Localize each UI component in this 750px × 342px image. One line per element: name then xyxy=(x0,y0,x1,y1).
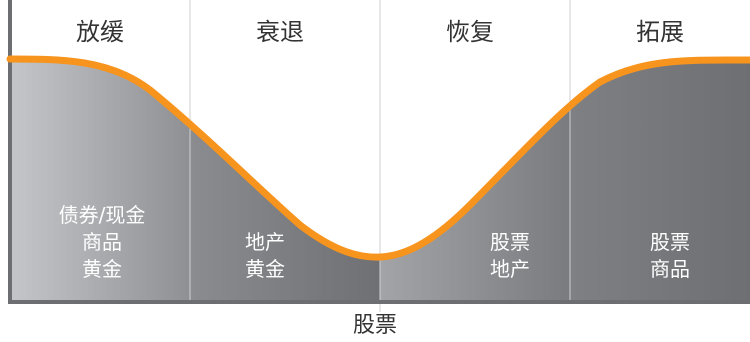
asset-item: 商品 xyxy=(82,230,122,254)
assets-recovery: 股票 地产 xyxy=(420,229,600,283)
asset-item: 股票 xyxy=(650,230,690,254)
phase-title-recovery: 恢复 xyxy=(446,18,494,46)
asset-item: 地产 xyxy=(245,230,285,254)
asset-item: 商品 xyxy=(650,257,690,281)
assets-expansion: 股票 商品 xyxy=(580,229,750,283)
phase-title-expansion: 拓展 xyxy=(636,18,684,46)
asset-item: 地产 xyxy=(490,257,530,281)
phase-title-recession: 衰退 xyxy=(256,18,304,46)
assets-slowdown: 债券/现金 商品 黄金 xyxy=(12,202,192,283)
economic-cycle-curve xyxy=(6,55,750,261)
footer-label: 股票 xyxy=(352,313,397,338)
phase-title-slowdown: 放缓 xyxy=(76,18,124,46)
asset-item: 债券/现金 xyxy=(58,203,146,227)
assets-recession: 地产 黄金 xyxy=(175,229,355,283)
diagram-border xyxy=(8,0,750,304)
asset-item: 股票 xyxy=(490,230,530,254)
asset-item: 黄金 xyxy=(82,257,122,281)
asset-item: 黄金 xyxy=(245,257,285,281)
phase-fill-expansion xyxy=(570,59,750,302)
